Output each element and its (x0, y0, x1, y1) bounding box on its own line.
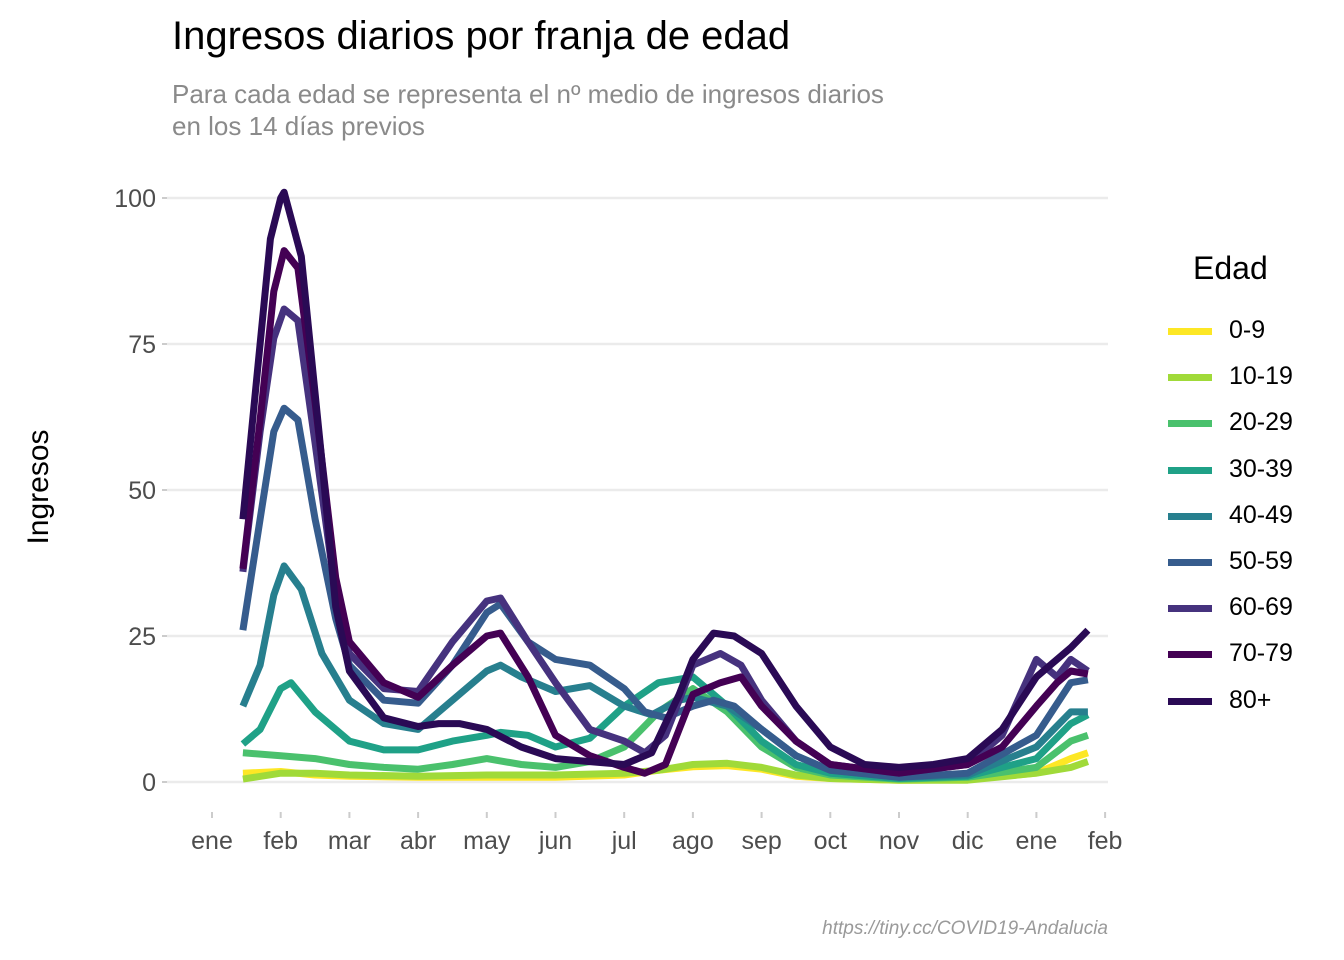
legend-swatch (1168, 328, 1212, 335)
legend-label: 30-39 (1229, 454, 1293, 483)
legend-title: Edad (1193, 250, 1268, 286)
chart-caption: https://tiny.cc/COVID19-Andalucia (822, 918, 1108, 939)
series-line-80+ (239, 188, 1091, 771)
y-tick-label: 25 (128, 623, 156, 651)
y-tick-label: 75 (128, 331, 156, 359)
x-tick-label: jun (538, 827, 572, 855)
x-tick-label: nov (879, 827, 920, 855)
series-line-50-59 (239, 404, 1089, 781)
x-tick-label: oct (814, 827, 847, 855)
x-tick-label: abr (400, 827, 436, 855)
legend-swatch (1168, 605, 1212, 613)
x-tick-label: mar (328, 827, 371, 855)
legend-swatch (1168, 512, 1212, 520)
y-tick-label: 50 (128, 477, 156, 505)
subtitle-line-1: Para cada edad se representa el nº medio… (172, 79, 884, 109)
legend-label: 80+ (1229, 685, 1272, 714)
legend-swatch (1168, 651, 1212, 659)
x-tick-label: ene (191, 827, 233, 855)
x-tick-label: feb (1088, 827, 1123, 855)
legend-swatch (1168, 559, 1212, 566)
x-axis: ene feb mar abr may jun jul ago sep oct nov dic ene f… (191, 812, 1122, 855)
legend-label: 40-49 (1229, 500, 1293, 529)
legend-swatch (1168, 374, 1212, 382)
legend-swatch (1168, 466, 1212, 474)
y-axis: 0 25 50 75 100 (114, 185, 167, 797)
y-axis-label: Ingresos (22, 429, 55, 544)
y-tick-label: 100 (114, 185, 156, 213)
legend-label: 70-79 (1229, 639, 1293, 668)
y-tick-label: 0 (142, 769, 156, 797)
subtitle-line-2: en los 14 días previos (172, 111, 425, 141)
x-tick-label: ene (1016, 827, 1058, 855)
legend-swatch (1168, 697, 1212, 705)
legend-label: 60-69 (1229, 593, 1293, 622)
legend-label: 0-9 (1229, 316, 1266, 344)
legend-label: 50-59 (1229, 547, 1293, 575)
x-tick-label: jul (611, 827, 637, 855)
chart-title: Ingresos diarios por franja de edad (172, 14, 791, 58)
legend-swatch (1168, 420, 1212, 428)
x-tick-label: sep (741, 827, 781, 855)
x-tick-label: feb (263, 827, 298, 855)
series-lines (239, 188, 1091, 784)
legend-label: 20-29 (1229, 408, 1293, 437)
x-tick-label: dic (952, 827, 984, 855)
x-tick-label: ago (672, 827, 714, 855)
x-tick-label: may (463, 827, 511, 855)
chart-subtitle: Para cada edad se representa el nº medio… (172, 78, 884, 142)
legend-label: 10-19 (1229, 362, 1293, 391)
